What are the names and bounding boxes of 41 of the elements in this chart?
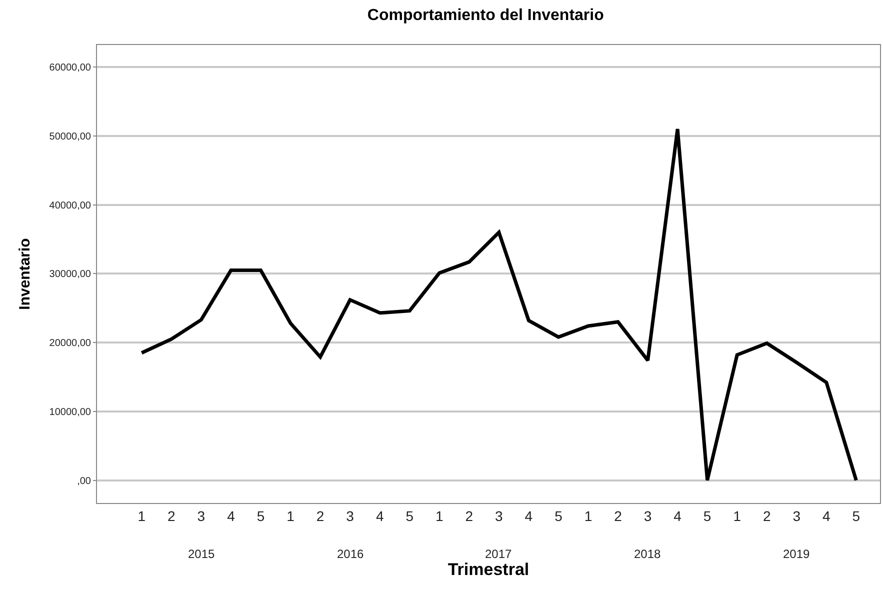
x-tick-label: 1 [584,508,592,524]
x-tick-label: 3 [346,508,354,524]
x-tick-label: 2 [465,508,474,524]
x-tick-label: 5 [256,508,265,524]
x-tick-label: 3 [495,508,504,524]
x-tick-label: 4 [376,508,384,524]
x-tick-label: 3 [644,508,652,524]
x-tick-label: 4 [822,508,831,524]
y-tick-label: 10000,00 [49,406,92,418]
x-tick-label: 4 [524,508,533,524]
y-tick-label: 30000,00 [49,269,92,280]
y-tick-label: ,00 [77,476,92,487]
x-tick-label: 1 [435,508,444,524]
x-tick-label: 5 [554,508,563,524]
y-tick-label: 40000,00 [49,200,92,212]
x-tick-label: 3 [792,508,801,524]
x-tick-label: 5 [852,508,860,524]
y-tick-label: 50000,00 [49,131,92,142]
text: 2015 [188,547,216,561]
y-tick-label: 60000,00 [49,62,92,74]
text: 2017 [485,547,512,561]
y-tick-label: 20000,00 [49,338,92,350]
x-tick-label: 1 [286,508,295,524]
y-axis-title: Inventario [16,238,34,310]
x-tick-label: 1 [138,508,146,524]
x-tick-label: 5 [703,508,712,524]
x-tick-label: 2 [614,508,622,524]
line-series [140,127,858,482]
x-tick-label: 4 [674,508,682,524]
x-tick-label: 2 [316,508,324,524]
x-tick-label: 1 [733,508,742,524]
x-axis-title: Trimestral [448,560,530,580]
text: 2018 [634,547,662,561]
x-tick-label: 3 [197,508,206,524]
text: 2019 [783,547,810,561]
text: 2016 [337,547,364,561]
x-tick-label: 2 [762,508,771,524]
x-tick-label: 5 [406,508,414,524]
chart-title: Comportamiento del Inventario [367,7,604,24]
x-tick-label: 2 [168,508,176,524]
x-tick-label: 4 [227,508,236,524]
